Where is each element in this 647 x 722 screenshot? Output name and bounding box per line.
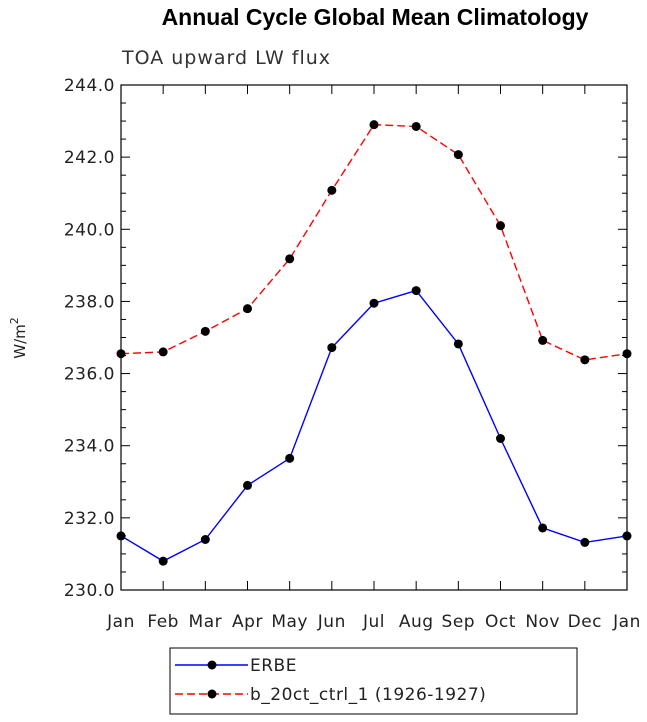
y-tick-label: 232.0	[64, 509, 115, 529]
y-tick-label: 244.0	[64, 76, 115, 96]
series-erbe-point	[580, 537, 590, 547]
legend-box	[169, 647, 578, 715]
y-tick-label: 236.0	[64, 365, 115, 385]
series-erbe-point	[538, 523, 548, 533]
series-model-point	[538, 335, 548, 345]
series-model-point	[158, 347, 168, 357]
series-model-point	[369, 120, 379, 130]
legend-model-marker	[207, 689, 217, 699]
series-erbe-point	[243, 480, 252, 490]
y-tick-label: 238.0	[64, 292, 115, 312]
series-model-point	[285, 254, 295, 264]
chart-subtitle: TOA upward LW flux	[121, 47, 331, 69]
x-tick-label: Jun	[317, 612, 346, 632]
series-erbe-point	[200, 535, 210, 544]
y-axis-label-unit: W/m	[11, 324, 29, 359]
x-tick-label: Jul	[362, 612, 385, 632]
legend: ERBE b_20ct_ctrl_1 (1926-1927)	[169, 647, 578, 715]
series-erbe-point	[369, 298, 379, 308]
x-tick-label: Apr	[232, 612, 263, 632]
x-tick-label: May	[271, 612, 308, 632]
series-model-point	[622, 349, 632, 359]
series-model-point	[496, 221, 505, 231]
series-model-point	[243, 304, 252, 314]
series-erbe-point	[327, 343, 337, 353]
y-tick-label: 242.0	[64, 148, 115, 168]
plot-area: 230.0 232.0 234.0 236.0 238.0 240.0 242.0 244.0…	[64, 76, 641, 632]
x-tick-label: Sep	[442, 612, 476, 632]
series-model-line	[120, 123, 628, 361]
series-model-point	[327, 185, 337, 195]
y-axis-label: W/m2	[8, 317, 29, 359]
x-tick-label: Oct	[485, 612, 516, 632]
x-tick-label: Jan	[106, 612, 135, 632]
series-erbe-point	[158, 556, 168, 566]
x-tick-label: Nov	[525, 612, 560, 632]
x-tick-label: Feb	[147, 612, 179, 632]
series-erbe-point	[116, 531, 126, 541]
x-tick-label: Aug	[399, 612, 434, 632]
legend-erbe-marker	[207, 660, 217, 670]
y-axis-label-exponent: 2	[8, 317, 21, 324]
series-model-point	[580, 355, 590, 365]
series-model-point	[411, 121, 421, 131]
series-erbe-line	[120, 289, 628, 562]
y-tick-label: 234.0	[64, 437, 115, 457]
series-model-point	[116, 349, 126, 359]
series-erbe-point	[411, 286, 421, 296]
x-tick-label: Mar	[189, 612, 223, 632]
series-erbe-point	[453, 339, 463, 349]
series-erbe-point	[622, 531, 632, 541]
legend-erbe-label: ERBE	[250, 656, 297, 676]
y-tick-label: 240.0	[64, 220, 115, 240]
x-tick-label: Jan	[612, 612, 641, 632]
legend-model-label: b_20ct_ctrl_1 (1926-1927)	[250, 685, 486, 705]
y-tick-label: 230.0	[64, 581, 115, 601]
chart-title: Annual Cycle Global Mean Climatology	[162, 4, 589, 30]
x-tick-label: Dec	[568, 612, 602, 632]
series-model-point	[200, 326, 210, 336]
plot-frame	[120, 84, 628, 591]
series-erbe-point	[285, 453, 295, 463]
series-erbe-point	[496, 434, 505, 443]
series-model-point	[453, 150, 463, 160]
